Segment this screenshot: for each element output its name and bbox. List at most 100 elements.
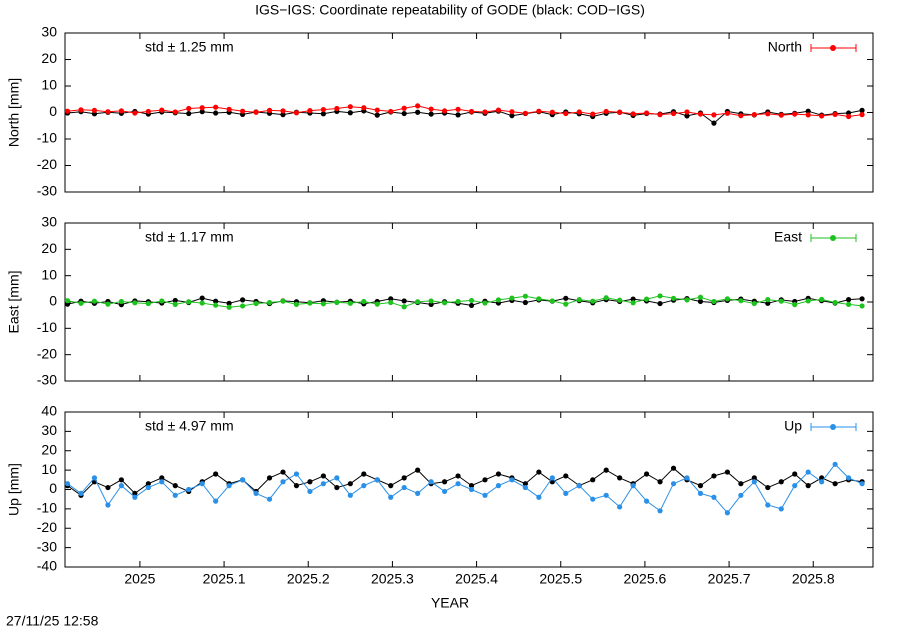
data-point (118, 483, 124, 489)
data-point (468, 297, 475, 304)
data-point (738, 481, 744, 487)
data-point (482, 300, 488, 306)
data-point (388, 483, 394, 489)
data-point (266, 496, 273, 502)
x-tick-label: 2025.2 (287, 571, 330, 587)
data-point (549, 298, 555, 304)
data-point (576, 297, 582, 303)
data-point (91, 107, 98, 113)
data-point (778, 506, 784, 512)
x-axis-label: YEAR (431, 595, 469, 611)
x-tick-label: 2025.7 (708, 571, 751, 587)
y-tick-label: -30 (37, 372, 57, 388)
data-point (845, 475, 852, 481)
data-point (132, 494, 138, 500)
data-point (670, 465, 677, 471)
data-point (711, 473, 717, 479)
data-point (792, 111, 798, 117)
data-point (495, 471, 502, 477)
y-tick-label: 0 (49, 480, 57, 496)
data-point (751, 112, 757, 118)
data-point (805, 483, 811, 489)
data-point (738, 113, 744, 119)
data-point (78, 300, 84, 306)
data-point (657, 479, 663, 485)
data-point (805, 112, 811, 118)
data-point (738, 492, 744, 498)
data-point (441, 479, 448, 485)
data-point (576, 109, 582, 115)
data-point (145, 300, 151, 307)
data-point (536, 108, 542, 114)
data-point (374, 301, 380, 307)
data-point (388, 494, 394, 500)
data-point (832, 461, 838, 467)
y-tick-label: 10 (41, 266, 57, 282)
data-point (401, 298, 407, 304)
y-tick-label: -40 (37, 558, 57, 574)
data-point (280, 108, 286, 114)
data-point (630, 483, 636, 489)
data-point (765, 297, 771, 303)
data-point (711, 494, 717, 500)
data-point (778, 298, 784, 304)
data-point (132, 300, 138, 306)
data-point (213, 298, 219, 304)
data-point (509, 113, 515, 119)
data-point (468, 486, 475, 493)
y-tick-label: -20 (37, 156, 57, 172)
data-point (334, 475, 340, 481)
data-point (549, 109, 555, 115)
data-point (105, 502, 111, 508)
y-tick-label: 30 (41, 422, 57, 438)
legend-swatch (830, 235, 836, 241)
data-point (778, 479, 784, 485)
data-point (711, 298, 717, 305)
data-point (684, 475, 690, 481)
data-point (428, 111, 434, 117)
data-point (199, 105, 205, 111)
data-point (697, 294, 704, 300)
legend-swatch (830, 45, 836, 51)
data-point (590, 111, 596, 117)
data-point (805, 298, 811, 304)
data-point (643, 296, 650, 302)
data-point (509, 477, 515, 483)
data-point (415, 467, 421, 473)
data-point (293, 471, 300, 477)
data-point (724, 469, 730, 475)
data-point (280, 479, 286, 485)
data-point (320, 111, 326, 117)
std-annotation: std ± 1.17 mm (145, 229, 234, 245)
data-point (697, 483, 704, 489)
data-point (617, 504, 623, 510)
x-tick-label: 2025 (124, 571, 155, 587)
data-point (590, 298, 596, 304)
data-point (334, 484, 340, 491)
data-point (617, 109, 623, 115)
data-point (159, 479, 165, 485)
timestamp: 27/11/25 12:58 (6, 613, 99, 629)
data-point (118, 108, 124, 114)
data-point (832, 111, 838, 117)
data-point (792, 471, 798, 477)
legend-swatch (830, 424, 836, 430)
data-point (576, 483, 582, 489)
y-axis-label: East [mm] (6, 270, 22, 333)
data-point (415, 103, 421, 109)
data-point (320, 106, 326, 113)
data-point (91, 475, 98, 481)
data-point (724, 296, 730, 302)
data-point (320, 481, 326, 487)
data-point (468, 302, 475, 309)
std-annotation: std ± 4.97 mm (145, 418, 234, 434)
data-point (805, 469, 811, 475)
data-point (186, 299, 192, 305)
data-point (468, 108, 475, 115)
data-point (697, 298, 704, 305)
data-point (617, 475, 623, 481)
data-point (563, 473, 569, 479)
data-point (590, 477, 596, 483)
data-point (845, 301, 852, 307)
data-point (603, 492, 609, 498)
